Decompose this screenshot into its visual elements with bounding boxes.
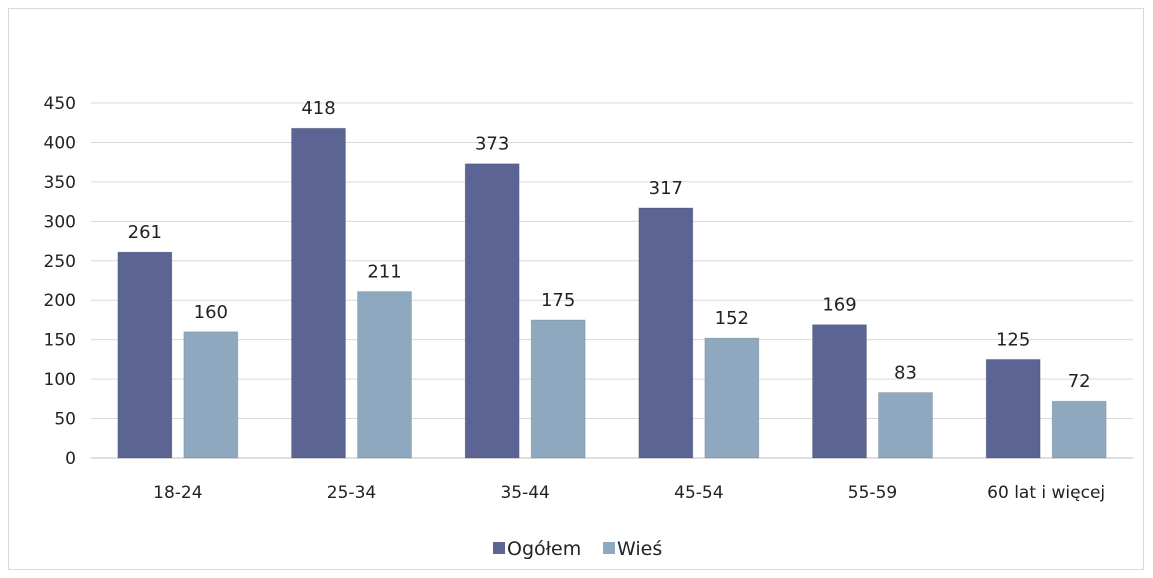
bar-ogolem (638, 207, 694, 459)
y-tick-label: 350 (44, 173, 76, 193)
data-label: 175 (541, 290, 575, 311)
bar-ogolem (464, 163, 520, 459)
bars: 261 160 418 211 373 175 317 152 169 83 125 72 (117, 98, 1107, 459)
data-label: 169 (822, 295, 856, 316)
y-tick-label: 300 (44, 212, 76, 232)
bar-ogolem (291, 127, 346, 459)
bar-wies (1051, 400, 1107, 459)
data-label: 160 (194, 302, 228, 323)
y-tick-label: 100 (44, 370, 76, 390)
y-tick-label: 200 (44, 291, 76, 311)
y-tick-label: 50 (54, 410, 76, 430)
x-tick-label: 35-44 (500, 483, 549, 503)
data-label: 261 (128, 222, 162, 243)
x-tick-label: 25-34 (327, 483, 376, 503)
legend-label: Wieś (617, 538, 662, 560)
data-label: 152 (715, 308, 749, 329)
data-label: 317 (649, 178, 683, 199)
data-label: 418 (301, 98, 335, 119)
bar-wies (878, 392, 933, 459)
x-tick-label: 18-24 (153, 483, 202, 503)
bar-ogolem (117, 251, 173, 459)
y-tick-label: 450 (44, 94, 76, 114)
y-axis: 0 50 100 150 200 250 300 350 400 450 (44, 94, 76, 469)
gridlines (91, 102, 1133, 459)
y-tick-label: 250 (44, 252, 76, 272)
bar-wies (530, 319, 586, 459)
legend-swatch (603, 542, 615, 554)
y-tick-label: 150 (44, 331, 76, 351)
y-tick-label: 0 (65, 449, 76, 469)
x-tick-label: 45-54 (674, 483, 723, 503)
x-tick-label: 55-59 (848, 483, 897, 503)
chart-frame (8, 8, 1144, 570)
x-tick-label: 60 lat i więcej (987, 483, 1105, 503)
bar-wies (357, 291, 412, 459)
legend-label: Ogółem (507, 538, 581, 560)
data-label: 125 (996, 329, 1030, 350)
bar-ogolem (985, 358, 1041, 459)
y-tick-label: 400 (44, 133, 76, 153)
data-label: 72 (1068, 371, 1091, 392)
legend-swatch (493, 542, 505, 554)
data-label: 211 (367, 262, 401, 283)
legend: Ogółem Wieś (493, 538, 662, 560)
data-label: 373 (475, 134, 509, 155)
x-axis: 18-24 25-34 35-44 45-54 55-59 60 lat i więcej (153, 483, 1105, 503)
data-label: 83 (894, 363, 917, 384)
bar-wies (183, 331, 239, 459)
bar-wies (704, 337, 760, 459)
bar-ogolem (812, 324, 867, 459)
